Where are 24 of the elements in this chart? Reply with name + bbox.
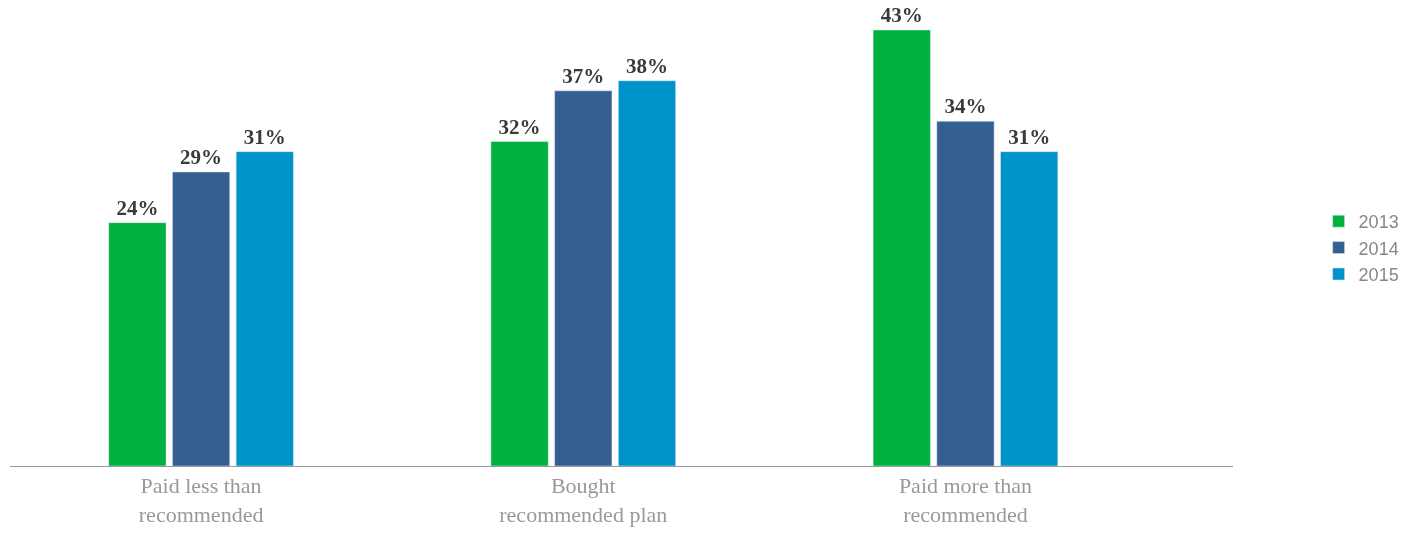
data-label: 31%: [243, 124, 286, 149]
legend-label: 2013: [1358, 212, 1399, 233]
data-label: 24%: [116, 195, 159, 220]
data-label: 38%: [625, 53, 668, 78]
bar: [490, 141, 549, 466]
data-label: 32%: [498, 114, 541, 139]
data-label: 31%: [1008, 124, 1051, 149]
bar: [235, 151, 294, 466]
data-label: 29%: [180, 144, 223, 169]
data-label: 34%: [944, 94, 987, 119]
data-label: 37%: [562, 63, 605, 88]
bar: [936, 121, 995, 466]
bar: [1000, 151, 1059, 466]
legend-label: 2014: [1358, 238, 1399, 259]
bar: [108, 222, 167, 466]
bar: [172, 171, 231, 466]
bar: [872, 30, 931, 466]
bar: [618, 80, 676, 466]
legend-label: 2015: [1358, 265, 1399, 286]
x-tick-label: Paid less than recommended: [138, 473, 264, 527]
data-label: 43%: [880, 3, 923, 27]
bar: [554, 90, 613, 466]
x-tick-label: Bought recommended plan: [499, 473, 668, 527]
x-tick-label: Paid more than recommended: [898, 473, 1033, 527]
